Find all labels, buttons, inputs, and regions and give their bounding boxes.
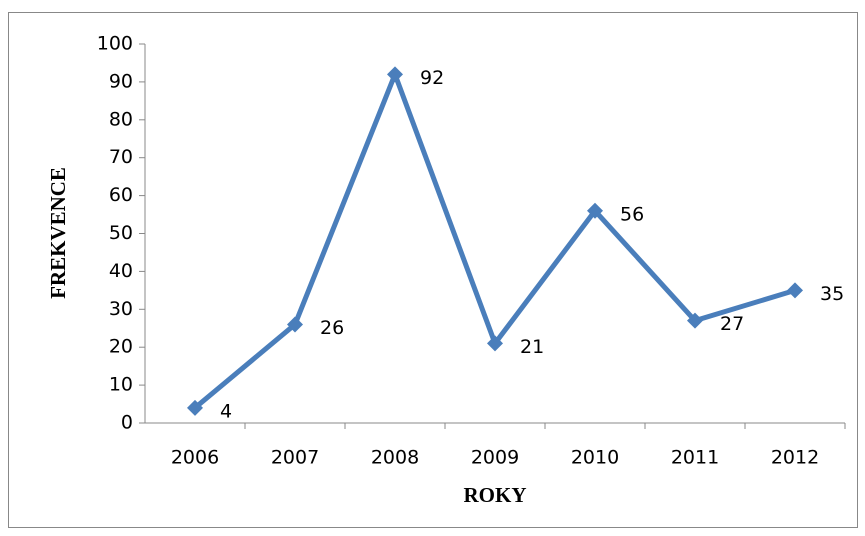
data-label: 27 bbox=[720, 313, 744, 335]
marker bbox=[487, 335, 503, 352]
marker bbox=[387, 66, 403, 83]
y-tick-label: 20 bbox=[109, 336, 133, 358]
marker bbox=[787, 282, 803, 299]
y-tick-label: 10 bbox=[109, 374, 133, 396]
x-tick-label: 2011 bbox=[671, 447, 719, 469]
marker bbox=[687, 312, 703, 329]
y-tick-label: 80 bbox=[109, 108, 133, 130]
data-label: 56 bbox=[620, 203, 644, 225]
data-label: 4 bbox=[220, 400, 232, 422]
marker bbox=[187, 399, 203, 416]
data-label: 21 bbox=[520, 336, 544, 358]
y-tick-label: 40 bbox=[109, 260, 133, 282]
x-tick-label: 2007 bbox=[271, 447, 319, 469]
y-tick-label: 70 bbox=[109, 146, 133, 168]
y-tick-label: 90 bbox=[109, 70, 133, 92]
marker bbox=[287, 316, 303, 333]
data-label: 26 bbox=[320, 317, 344, 339]
y-tick-label: 0 bbox=[121, 412, 133, 434]
data-label: 92 bbox=[420, 67, 444, 89]
y-axis-title: FREKVENCE bbox=[46, 167, 70, 299]
x-tick-label: 2009 bbox=[471, 447, 519, 469]
y-tick-label: 60 bbox=[109, 184, 133, 206]
y-tick-label: 50 bbox=[109, 222, 133, 244]
marker bbox=[587, 202, 603, 219]
x-tick-label: 2012 bbox=[771, 447, 819, 469]
x-tick-label: 2008 bbox=[371, 447, 419, 469]
y-tick-label: 100 bbox=[97, 33, 133, 55]
x-tick-label: 2006 bbox=[171, 447, 219, 469]
y-tick-label: 30 bbox=[109, 298, 133, 320]
x-tick-label: 2010 bbox=[571, 447, 619, 469]
data-label: 35 bbox=[820, 283, 844, 305]
chart-border bbox=[8, 12, 858, 528]
x-axis-title: ROKY bbox=[464, 483, 527, 507]
